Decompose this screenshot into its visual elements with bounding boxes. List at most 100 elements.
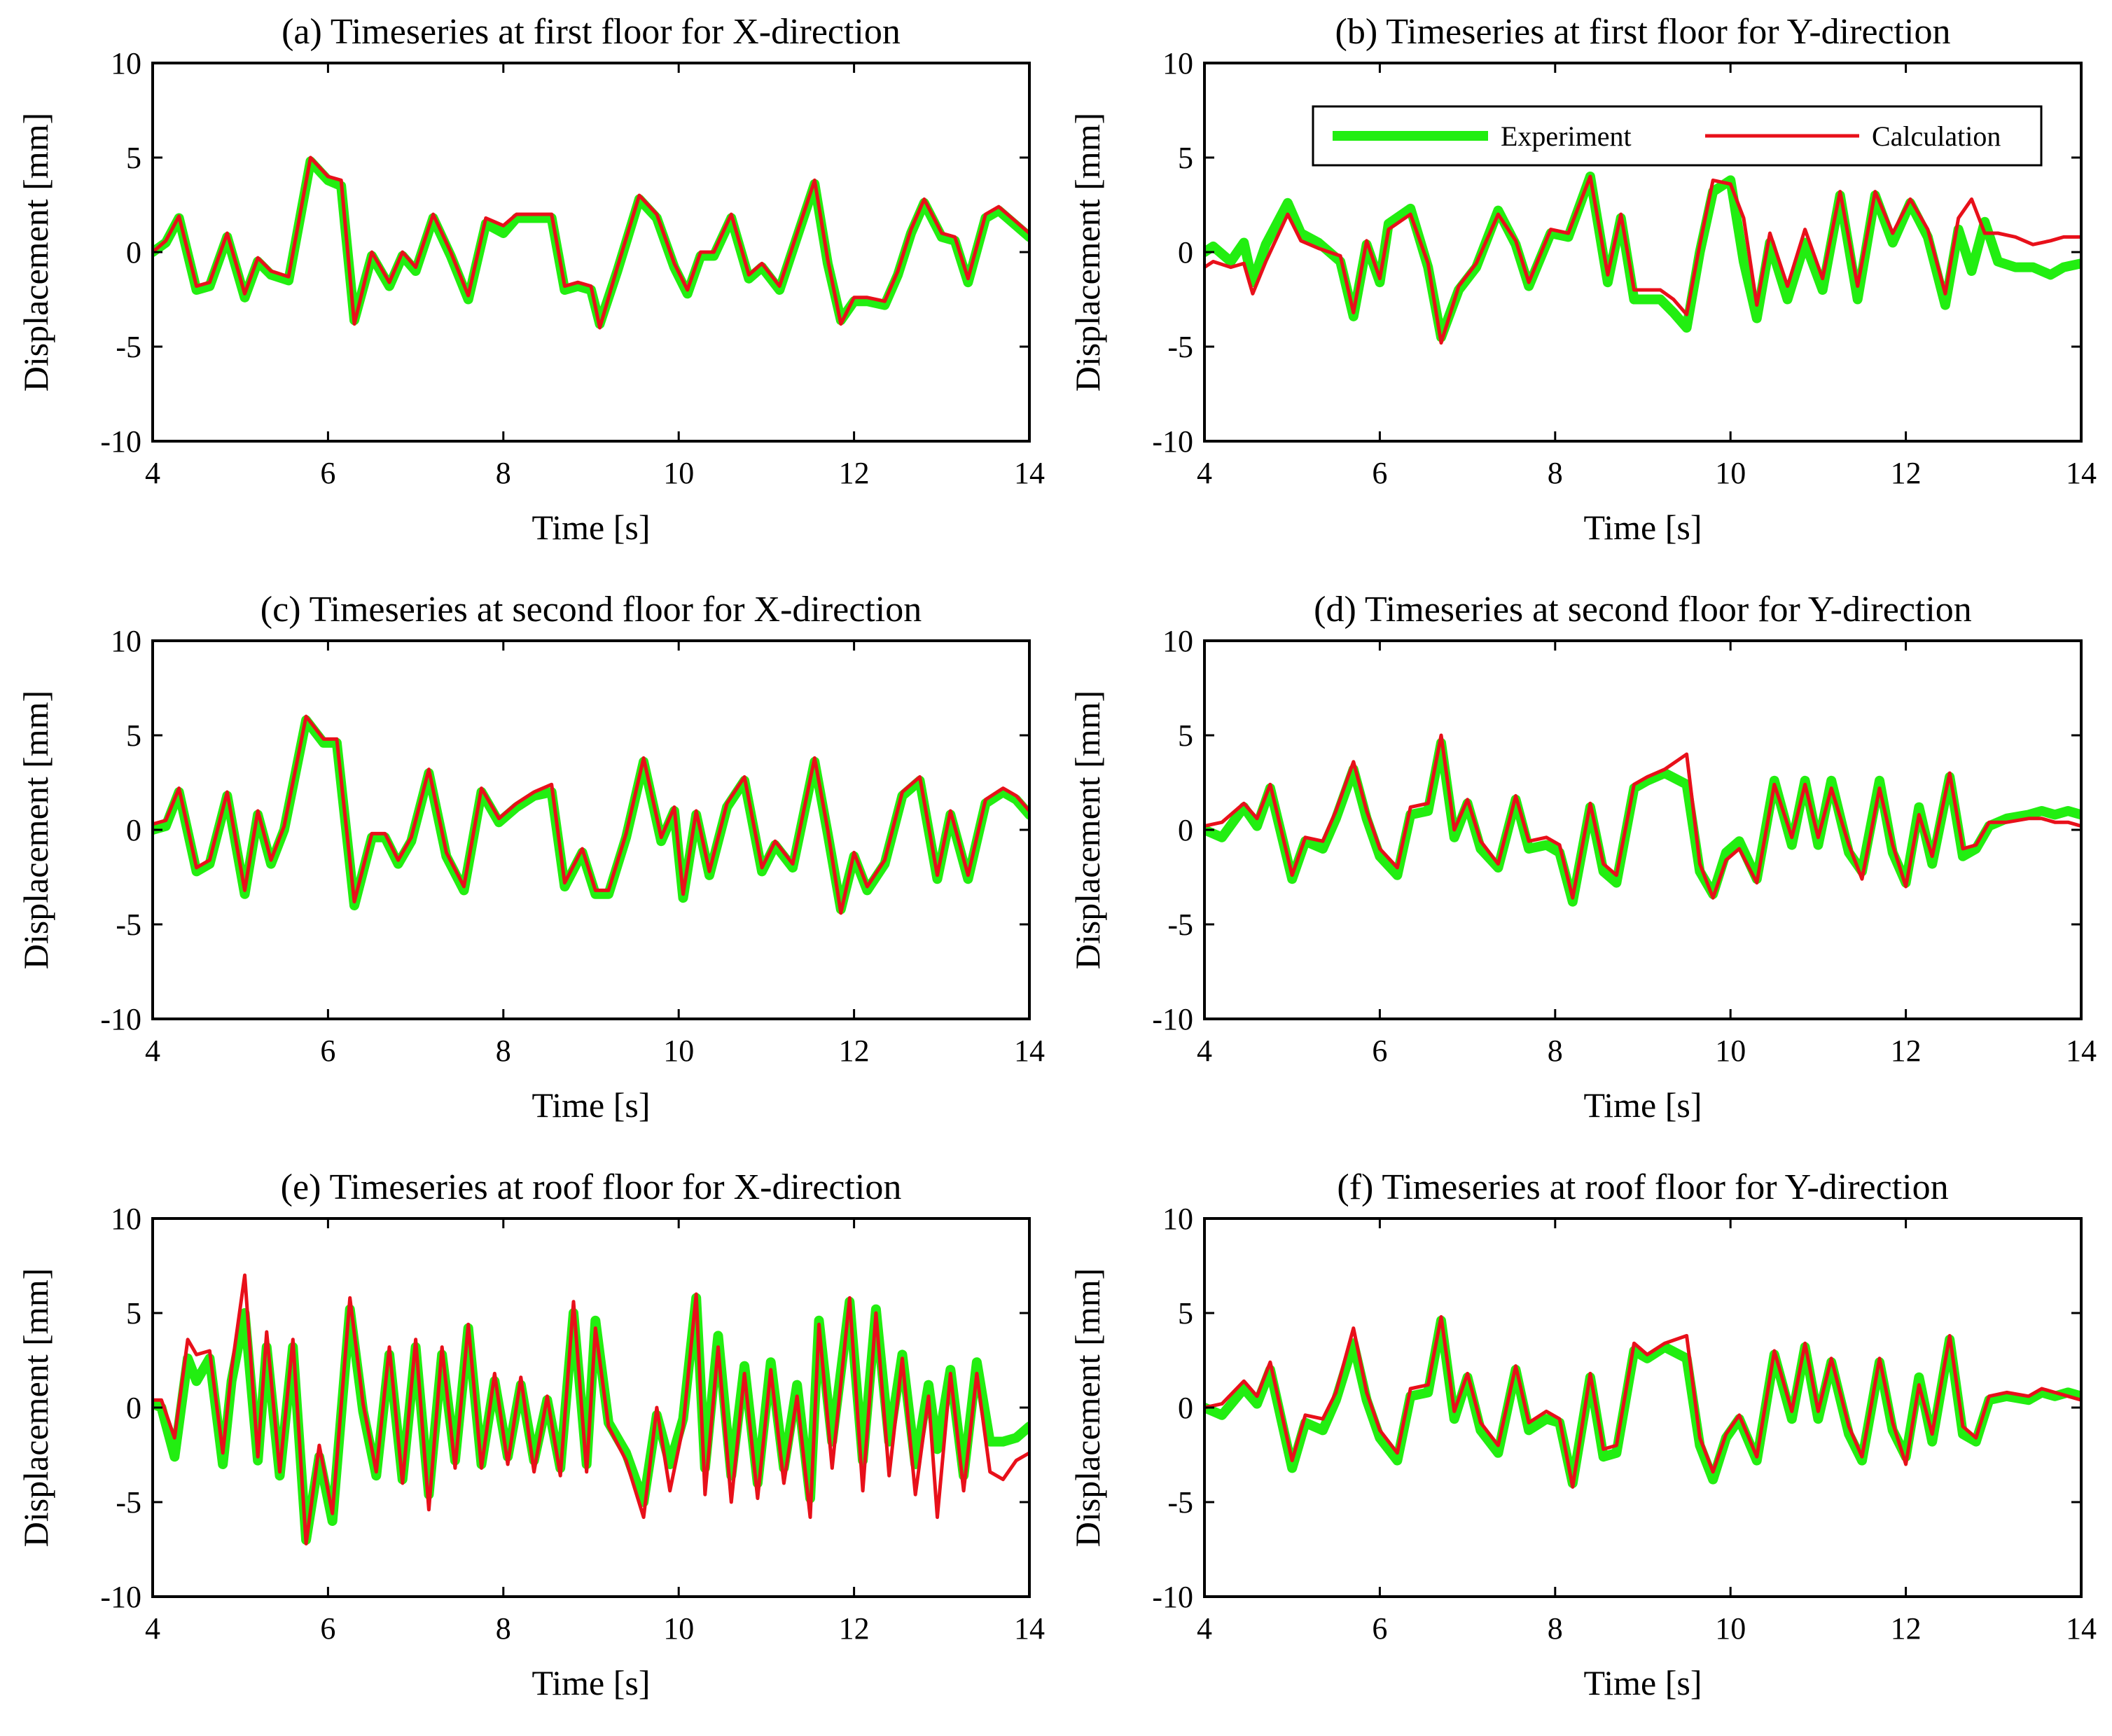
x-tick-label-b-4: 12	[1891, 456, 1922, 490]
x-tick-label-d-3: 10	[1715, 1034, 1746, 1068]
series-group-d	[1204, 733, 2081, 907]
y-tick-label-c-4: -10	[100, 1002, 141, 1036]
chart-title-d: (d) Timeseries at second floor for Y-dir…	[1314, 590, 1972, 630]
x-axis-label-b: Time [s]	[1583, 508, 1702, 547]
series-line-experiment-b	[1204, 172, 2081, 342]
chart-title-e: (e) Timeseries at roof floor for X-direc…	[281, 1167, 902, 1207]
x-tick-label-d-5: 14	[2066, 1034, 2097, 1068]
y-tick-label-a-0: 10	[111, 46, 141, 81]
x-tick-label-b-2: 8	[1548, 456, 1563, 490]
x-tick-label-b-3: 10	[1715, 456, 1746, 490]
x-axis-label-a: Time [s]	[532, 508, 650, 547]
chart-panel-f: (f) Timeseries at roof floor for Y-direc…	[1068, 1167, 2097, 1702]
series-line-experiment-d	[1204, 737, 2081, 907]
chart-panel-d: (d) Timeseries at second floor for Y-dir…	[1068, 590, 2097, 1125]
y-tick-label-b-3: -5	[1167, 330, 1193, 364]
x-tick-label-d-0: 4	[1197, 1034, 1212, 1068]
x-tick-label-a-0: 4	[145, 456, 160, 490]
x-axis-label-f: Time [s]	[1583, 1663, 1702, 1702]
chart-title-b: (b) Timeseries at first floor for Y-dire…	[1335, 12, 1951, 52]
y-axis-label-d: Displacement [mm]	[1068, 690, 1107, 970]
y-tick-label-a-3: -5	[116, 330, 141, 364]
y-tick-label-d-0: 10	[1162, 624, 1193, 658]
y-tick-label-e-4: -10	[100, 1580, 141, 1614]
x-tick-label-c-2: 8	[496, 1034, 511, 1068]
series-line-calculation-f	[1204, 1314, 2081, 1489]
series-line-experiment-a	[153, 156, 1029, 329]
series-line-calculation-a	[153, 155, 1029, 330]
chart-panel-b: (b) Timeseries at first floor for Y-dire…	[1068, 12, 2097, 547]
y-tick-label-f-4: -10	[1152, 1580, 1193, 1614]
y-tick-label-a-4: -10	[100, 424, 141, 459]
x-tick-label-c-0: 4	[145, 1034, 160, 1068]
y-tick-label-c-3: -5	[116, 908, 141, 942]
series-group-a	[153, 155, 1029, 330]
x-tick-label-d-1: 6	[1372, 1034, 1387, 1068]
x-tick-label-c-5: 14	[1014, 1034, 1045, 1068]
x-tick-label-d-2: 8	[1548, 1034, 1563, 1068]
y-tick-label-b-2: 0	[1178, 235, 1193, 270]
x-tick-label-f-1: 6	[1372, 1611, 1387, 1646]
x-axis-label-e: Time [s]	[532, 1663, 650, 1702]
x-tick-label-e-4: 12	[839, 1611, 870, 1646]
x-tick-label-e-3: 10	[663, 1611, 694, 1646]
y-tick-label-f-3: -5	[1167, 1485, 1193, 1520]
y-tick-label-b-1: 5	[1178, 141, 1193, 175]
y-axis-label-e: Displacement [mm]	[16, 1268, 55, 1548]
y-tick-label-a-2: 0	[126, 235, 141, 270]
y-tick-label-c-0: 10	[111, 624, 141, 658]
y-tick-label-e-1: 5	[126, 1296, 141, 1331]
y-tick-label-c-2: 0	[126, 813, 141, 847]
x-tick-label-f-3: 10	[1715, 1611, 1746, 1646]
y-axis-label-a: Displacement [mm]	[16, 113, 55, 392]
chart-panel-c: (c) Timeseries at second floor for X-dir…	[16, 590, 1045, 1125]
x-tick-label-b-5: 14	[2066, 456, 2097, 490]
x-tick-label-c-1: 6	[320, 1034, 335, 1068]
x-axis-label-c: Time [s]	[532, 1085, 650, 1125]
y-axis-label-c: Displacement [mm]	[16, 690, 55, 970]
y-tick-label-b-0: 10	[1162, 46, 1193, 81]
y-tick-label-d-3: -5	[1167, 908, 1193, 942]
y-tick-label-d-4: -10	[1152, 1002, 1193, 1036]
series-group-b	[1204, 172, 2081, 345]
x-tick-label-a-3: 10	[663, 456, 694, 490]
x-tick-label-b-0: 4	[1197, 456, 1212, 490]
x-tick-label-a-1: 6	[320, 456, 335, 490]
y-tick-label-c-1: 5	[126, 718, 141, 753]
x-tick-label-d-4: 12	[1891, 1034, 1922, 1068]
legend-label-experiment: Experiment	[1501, 120, 1632, 152]
y-tick-label-d-2: 0	[1178, 813, 1193, 847]
x-tick-label-c-4: 12	[839, 1034, 870, 1068]
y-tick-label-f-2: 0	[1178, 1391, 1193, 1425]
x-tick-label-a-5: 14	[1014, 456, 1045, 490]
y-tick-label-e-2: 0	[126, 1391, 141, 1425]
y-tick-label-e-0: 10	[111, 1202, 141, 1236]
series-line-calculation-d	[1204, 733, 2081, 900]
x-tick-label-a-2: 8	[496, 456, 511, 490]
y-axis-label-b: Displacement [mm]	[1068, 113, 1107, 392]
x-tick-label-f-5: 14	[2066, 1611, 2097, 1646]
y-tick-label-b-4: -10	[1152, 424, 1193, 459]
x-tick-label-e-0: 4	[145, 1611, 160, 1646]
x-axis-label-d: Time [s]	[1583, 1085, 1702, 1125]
series-group-e	[153, 1273, 1029, 1546]
x-tick-label-e-2: 8	[496, 1611, 511, 1646]
legend-label-calculation: Calculation	[1872, 120, 2001, 152]
chart-panel-a: (a) Timeseries at first floor for X-dire…	[16, 12, 1045, 547]
x-tick-label-b-1: 6	[1372, 456, 1387, 490]
plot-frame-a	[151, 62, 1031, 443]
series-line-calculation-b	[1204, 174, 2081, 345]
chart-title-c: (c) Timeseries at second floor for X-dir…	[260, 590, 922, 630]
x-tick-label-f-0: 4	[1197, 1611, 1212, 1646]
series-group-c	[153, 714, 1029, 915]
y-tick-label-f-1: 5	[1178, 1296, 1193, 1331]
series-group-f	[1204, 1314, 2081, 1489]
series-line-calculation-e	[153, 1273, 1029, 1546]
x-tick-label-a-4: 12	[839, 456, 870, 490]
x-tick-label-c-3: 10	[663, 1034, 694, 1068]
y-axis-label-f: Displacement [mm]	[1068, 1268, 1107, 1548]
x-tick-label-e-1: 6	[320, 1611, 335, 1646]
chart-title-a: (a) Timeseries at first floor for X-dire…	[282, 12, 901, 52]
y-tick-label-a-1: 5	[126, 141, 141, 175]
